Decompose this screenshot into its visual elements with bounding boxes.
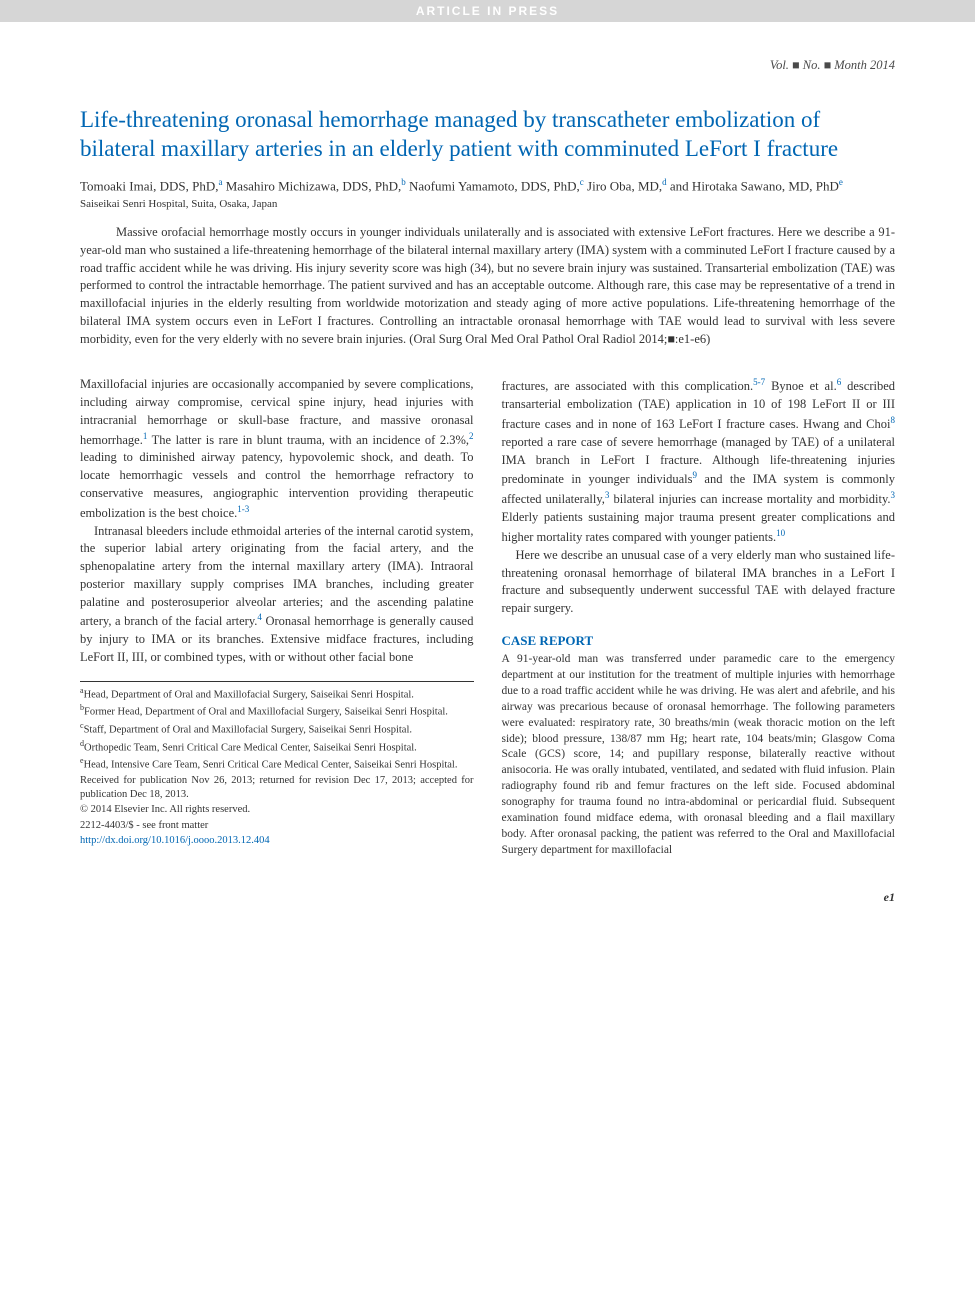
text-run: fractures, are associated with this comp…	[502, 379, 754, 393]
ref-citation[interactable]: 1-3	[237, 504, 249, 514]
text-run: Elderly patients sustaining major trauma…	[502, 510, 896, 544]
body-paragraph: Maxillofacial injuries are occasionally …	[80, 376, 474, 522]
article-title: Life-threatening oronasal hemorrhage man…	[80, 105, 895, 164]
footnote: bFormer Head, Department of Oral and Max…	[80, 703, 474, 720]
abstract-text: Massive orofacial hemorrhage mostly occu…	[80, 225, 895, 346]
footnote-text: Staff, Department of Oral and Maxillofac…	[84, 725, 412, 736]
footnote: aHead, Department of Oral and Maxillofac…	[80, 686, 474, 703]
ref-citation[interactable]: 10	[776, 528, 785, 538]
text-run: bilateral injuries can increase mortalit…	[609, 492, 890, 506]
affil-sup[interactable]: d	[662, 177, 667, 187]
footnote: eHead, Intensive Care Team, Senri Critic…	[80, 756, 474, 773]
author: Naofumi Yamamoto, DDS, PhD,	[409, 178, 580, 193]
author: Tomoaki Imai, DDS, PhD,	[80, 178, 218, 193]
left-column: Maxillofacial injuries are occasionally …	[80, 376, 474, 858]
body-paragraph: Intranasal bleeders include ethmoidal ar…	[80, 523, 474, 667]
case-report-body: A 91-year-old man was transferred under …	[502, 652, 896, 858]
footnote-text: Former Head, Department of Oral and Maxi…	[84, 707, 448, 718]
affil-sup[interactable]: e	[839, 177, 843, 187]
author: Masahiro Michizawa, DDS, PhD,	[226, 178, 401, 193]
page-number: e1	[80, 890, 895, 905]
copyright-line: © 2014 Elsevier Inc. All rights reserved…	[80, 803, 474, 817]
ref-citation[interactable]: 3	[891, 490, 896, 500]
footnote: cStaff, Department of Oral and Maxillofa…	[80, 721, 474, 738]
right-column: fractures, are associated with this comp…	[502, 376, 896, 858]
page-content: Vol. ■ No. ■ Month 2014 Life-threatening…	[0, 22, 975, 941]
ref-citation[interactable]: 2	[469, 431, 474, 441]
author: Jiro Oba, MD,	[587, 178, 662, 193]
author-list: Tomoaki Imai, DDS, PhD,a Masahiro Michiz…	[80, 176, 895, 196]
section-heading-case-report: CASE REPORT	[502, 632, 896, 650]
footnote-text: Head, Department of Oral and Maxillofaci…	[84, 689, 414, 700]
footnote-text: Orthopedic Team, Senri Critical Care Med…	[84, 742, 417, 753]
received-line: Received for publication Nov 26, 2013; r…	[80, 774, 474, 802]
affil-sup[interactable]: c	[580, 177, 584, 187]
ref-citation[interactable]: 5-7	[753, 377, 765, 387]
footnotes-block: aHead, Department of Oral and Maxillofac…	[80, 681, 474, 848]
footnote-text: Head, Intensive Care Team, Senri Critica…	[84, 760, 458, 771]
affil-sup[interactable]: b	[401, 177, 406, 187]
author: and Hirotaka Sawano, MD, PhD	[670, 178, 839, 193]
text-run: Bynoe et al.	[765, 379, 837, 393]
body-paragraph: fractures, are associated with this comp…	[502, 376, 896, 547]
article-in-press-banner: ARTICLE IN PRESS	[0, 0, 975, 22]
affiliation-line: Saiseikai Senri Hospital, Suita, Osaka, …	[80, 198, 895, 210]
volume-issue-line: Vol. ■ No. ■ Month 2014	[80, 58, 895, 73]
two-column-body: Maxillofacial injuries are occasionally …	[80, 376, 895, 858]
issn-line: 2212-4403/$ - see front matter	[80, 819, 474, 833]
text-run: leading to diminished airway patency, hy…	[80, 450, 474, 519]
ref-citation[interactable]: 8	[891, 415, 896, 425]
affil-sup[interactable]: a	[218, 177, 222, 187]
footnote: dOrthopedic Team, Senri Critical Care Me…	[80, 739, 474, 756]
body-paragraph: Here we describe an unusual case of a ve…	[502, 547, 896, 618]
text-run: The latter is rare in blunt trauma, with…	[147, 433, 469, 447]
abstract: Massive orofacial hemorrhage mostly occu…	[80, 224, 895, 348]
doi-link[interactable]: http://dx.doi.org/10.1016/j.oooo.2013.12…	[80, 835, 270, 846]
text-run: Intranasal bleeders include ethmoidal ar…	[80, 524, 474, 629]
